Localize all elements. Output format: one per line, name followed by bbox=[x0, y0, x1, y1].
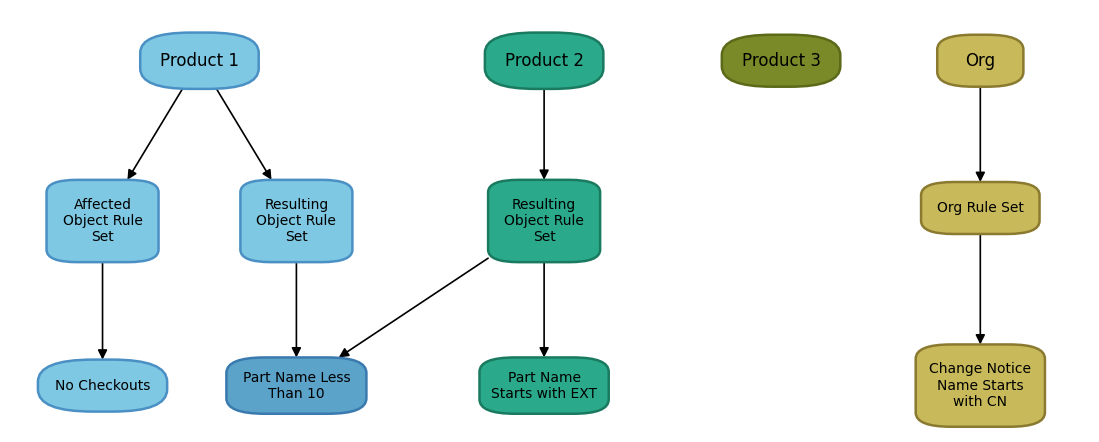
Text: Org: Org bbox=[965, 52, 996, 70]
FancyBboxPatch shape bbox=[141, 33, 258, 89]
FancyBboxPatch shape bbox=[479, 358, 609, 414]
Text: Product 3: Product 3 bbox=[742, 52, 821, 70]
Text: Resulting
Object Rule
Set: Resulting Object Rule Set bbox=[256, 198, 336, 244]
Text: Part Name Less
Than 10: Part Name Less Than 10 bbox=[243, 370, 351, 401]
Text: Part Name
Starts with EXT: Part Name Starts with EXT bbox=[491, 370, 597, 401]
FancyBboxPatch shape bbox=[488, 180, 600, 262]
FancyBboxPatch shape bbox=[722, 35, 841, 87]
Text: Change Notice
Name Starts
with CN: Change Notice Name Starts with CN bbox=[930, 362, 1031, 409]
FancyBboxPatch shape bbox=[38, 360, 167, 412]
FancyBboxPatch shape bbox=[241, 180, 353, 262]
FancyBboxPatch shape bbox=[485, 33, 603, 89]
Text: Org Rule Set: Org Rule Set bbox=[936, 201, 1024, 215]
Text: No Checkouts: No Checkouts bbox=[55, 379, 151, 392]
Text: Affected
Object Rule
Set: Affected Object Rule Set bbox=[63, 198, 143, 244]
FancyBboxPatch shape bbox=[937, 35, 1023, 87]
Text: Product 2: Product 2 bbox=[504, 52, 584, 70]
Text: Product 1: Product 1 bbox=[160, 52, 238, 70]
FancyBboxPatch shape bbox=[226, 358, 366, 414]
FancyBboxPatch shape bbox=[915, 344, 1045, 427]
Text: Resulting
Object Rule
Set: Resulting Object Rule Set bbox=[504, 198, 584, 244]
FancyBboxPatch shape bbox=[921, 182, 1040, 234]
FancyBboxPatch shape bbox=[46, 180, 158, 262]
